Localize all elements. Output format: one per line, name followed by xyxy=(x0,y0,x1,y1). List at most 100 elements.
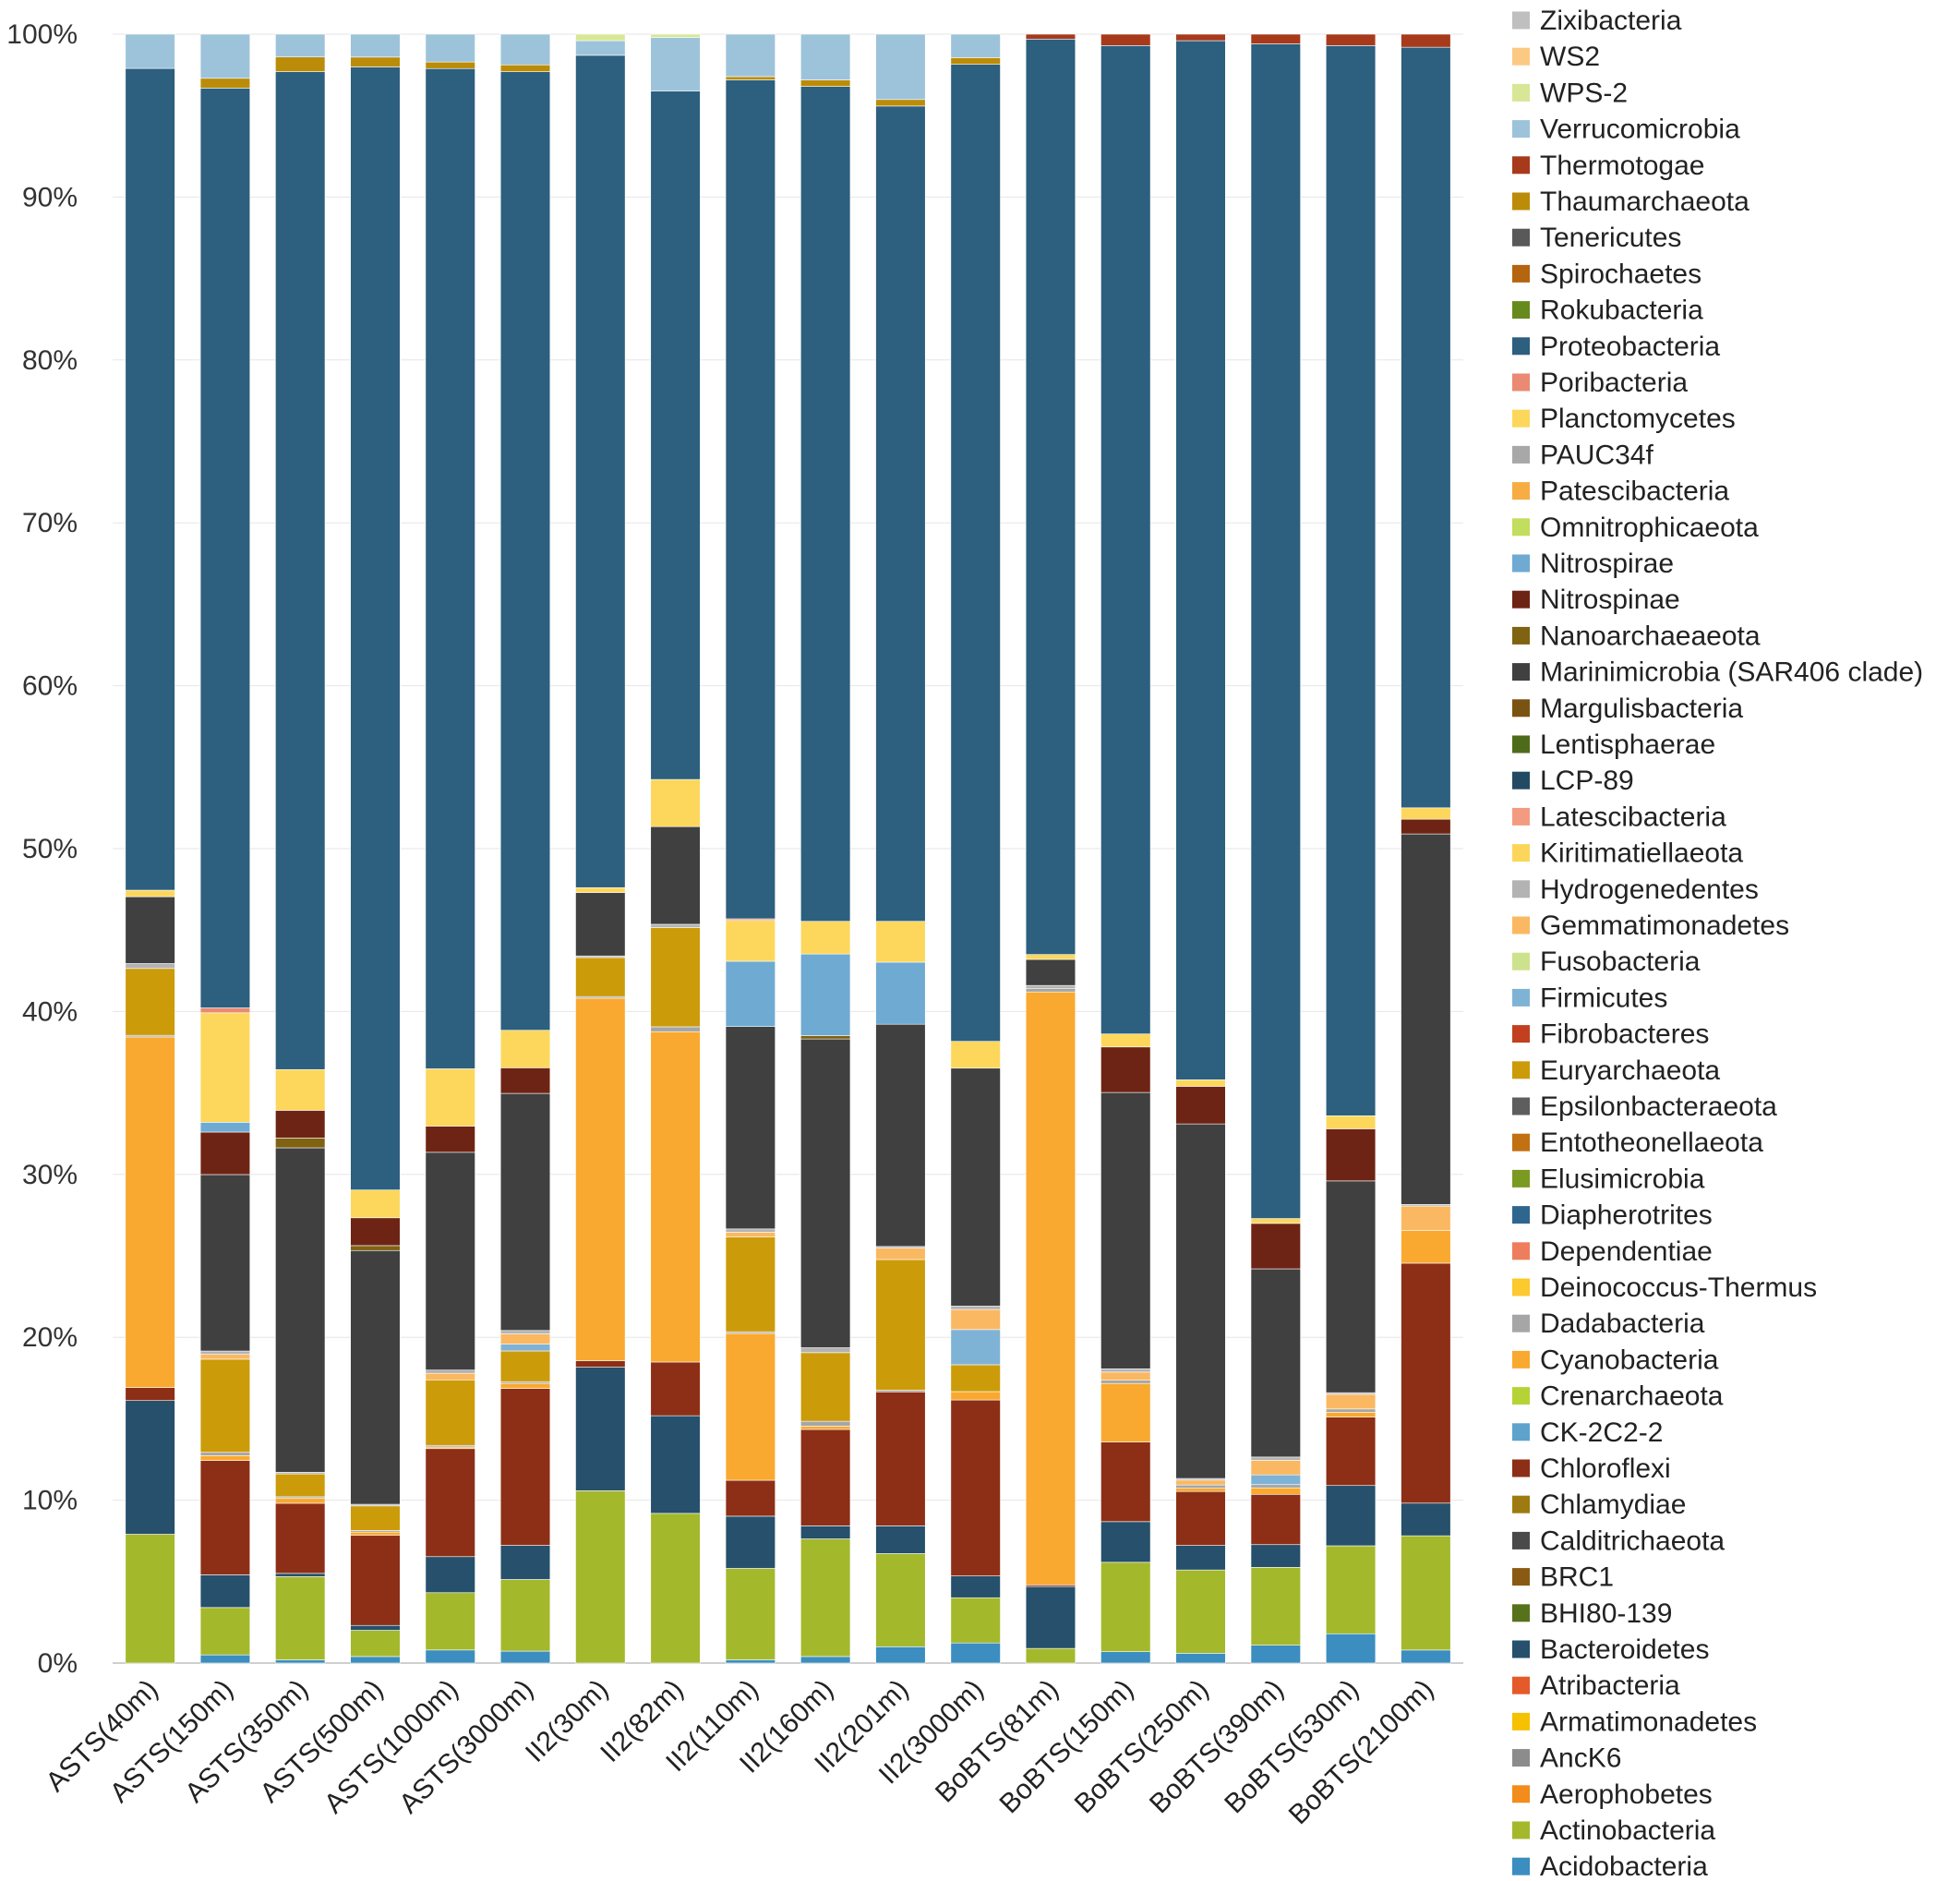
bar-stack xyxy=(1325,33,1377,1664)
bar-segment xyxy=(425,1379,475,1446)
bar-segment xyxy=(950,1308,1001,1331)
legend-swatch xyxy=(1512,735,1530,754)
x-tick-label: BoBTS(390m) xyxy=(1144,1674,1290,1820)
bar-segment xyxy=(650,90,701,780)
legend-label: Lentisphaerae xyxy=(1540,729,1715,760)
bar-segment xyxy=(1325,1412,1377,1417)
bar-segment xyxy=(1250,1474,1301,1486)
legend-swatch xyxy=(1512,1712,1530,1730)
legend-swatch xyxy=(1512,373,1530,392)
bar-segment xyxy=(650,826,701,925)
bar-stack xyxy=(125,33,175,1664)
bar-segment xyxy=(199,1012,251,1123)
bar-segment xyxy=(1401,46,1451,809)
legend-swatch xyxy=(1512,1423,1530,1441)
bar-segment xyxy=(350,1624,401,1631)
bar-stack xyxy=(425,33,475,1664)
bar-segment xyxy=(1025,33,1076,40)
bar-segment xyxy=(199,1454,251,1461)
bar-segment xyxy=(1025,984,1076,990)
bar-segment xyxy=(425,1068,475,1127)
bar-segment xyxy=(125,968,175,1036)
bar-stack xyxy=(575,33,626,1664)
x-tick-label: ASTS(3000m) xyxy=(393,1674,539,1820)
bar-segment xyxy=(950,1329,1001,1366)
legend-label: Entotheonellaeota xyxy=(1540,1127,1763,1158)
legend-label: Spirochaetes xyxy=(1540,259,1701,289)
bar-segment xyxy=(1325,1633,1377,1664)
legend-swatch xyxy=(1512,264,1530,283)
legend: Zixibacteria WS2 WPS-2 Verrucomicrobia Therm… xyxy=(1512,6,1923,1881)
legend-swatch xyxy=(1512,1676,1530,1694)
bar-segment xyxy=(499,1579,551,1652)
bar-segment xyxy=(1175,1079,1226,1087)
bar-segment xyxy=(499,1330,551,1334)
bar-segment xyxy=(350,1531,401,1537)
legend-swatch xyxy=(1512,626,1530,645)
bar-segment xyxy=(725,920,776,962)
bar-segment xyxy=(199,1358,251,1453)
bar-segment xyxy=(875,921,926,963)
bar-segment xyxy=(1401,1205,1451,1231)
bar-segment xyxy=(800,1429,851,1526)
legend-swatch xyxy=(1512,1568,1530,1586)
bar-segment xyxy=(1250,1456,1301,1461)
legend-label: Marinimicrobia (SAR406 clade) xyxy=(1540,657,1923,688)
legend-swatch xyxy=(1512,1459,1530,1477)
legend-label: LCP-89 xyxy=(1540,766,1634,796)
bar-segment xyxy=(800,1347,851,1354)
bar-segment xyxy=(725,1479,776,1517)
bar-segment xyxy=(1401,818,1451,835)
legend-label: Fibrobacteres xyxy=(1540,1019,1709,1050)
bar-segment xyxy=(199,1460,251,1575)
bar-segment xyxy=(800,1035,851,1040)
legend-label: Planctomycetes xyxy=(1540,404,1736,434)
bar-segment xyxy=(499,71,551,1031)
bar-segment xyxy=(275,1473,326,1498)
legend-label: Dadabacteria xyxy=(1540,1308,1705,1339)
bar-segment xyxy=(1325,1545,1377,1634)
bar-segment xyxy=(875,1646,926,1664)
legend-label: Thermotogae xyxy=(1540,151,1704,181)
legend-swatch xyxy=(1512,880,1530,898)
bar-segment xyxy=(1175,1545,1226,1571)
legend-swatch xyxy=(1512,482,1530,500)
bar-segment xyxy=(1250,1645,1301,1664)
bar-stack xyxy=(1100,33,1151,1664)
bar-segment xyxy=(875,1553,926,1647)
bar-segment xyxy=(875,961,926,1025)
legend-label: Hydrogenedentes xyxy=(1540,874,1759,905)
legend-swatch xyxy=(1512,1350,1530,1369)
bar-segment xyxy=(425,61,475,69)
bar-segment xyxy=(1325,1485,1377,1547)
bar-segment xyxy=(275,1659,326,1664)
bar-segment xyxy=(1175,1086,1226,1125)
bar-segment xyxy=(1100,1369,1151,1373)
y-tick-label: 90% xyxy=(22,182,78,212)
bar-segment xyxy=(1175,1123,1226,1479)
legend-swatch xyxy=(1512,916,1530,934)
legend-label: Atribacteria xyxy=(1540,1670,1680,1701)
legend-swatch xyxy=(1512,1785,1530,1803)
y-tick-label: 30% xyxy=(22,1160,78,1190)
legend-swatch xyxy=(1512,771,1530,790)
legend-label: CK-2C2-2 xyxy=(1540,1417,1663,1448)
bar-stack xyxy=(1175,33,1226,1664)
bar-segment xyxy=(425,1126,475,1153)
bar-segment xyxy=(425,1372,475,1381)
bar-segment xyxy=(1025,1647,1076,1664)
legend-label: Calditrichaeota xyxy=(1540,1525,1725,1556)
bar-segment xyxy=(425,67,475,1069)
bar-segment xyxy=(425,33,475,63)
bar-segment xyxy=(800,1656,851,1664)
legend-swatch xyxy=(1512,1061,1530,1079)
bar-segment xyxy=(1175,1653,1226,1664)
bar-segment xyxy=(125,1400,175,1535)
legend-swatch xyxy=(1512,1169,1530,1188)
bar-segment xyxy=(800,86,851,922)
bar-segment xyxy=(1100,1371,1151,1381)
bar-segment xyxy=(425,1592,475,1651)
legend-label: AncK6 xyxy=(1540,1743,1621,1774)
bar-segment xyxy=(499,1388,551,1546)
bar-segment xyxy=(575,54,626,888)
